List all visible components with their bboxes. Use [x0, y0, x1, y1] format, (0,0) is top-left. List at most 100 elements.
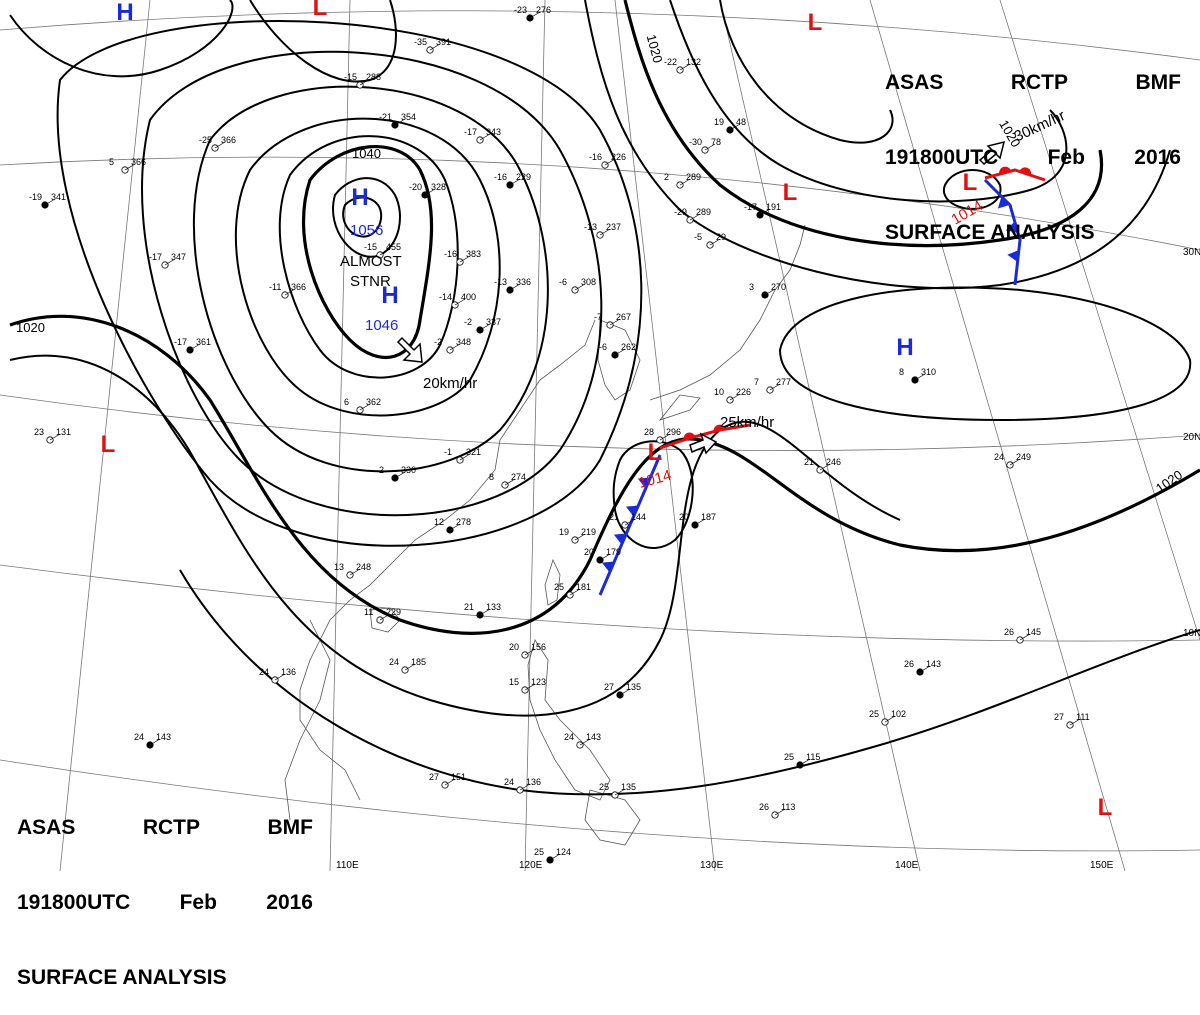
wind-barb	[694, 518, 706, 526]
station-plot: -7 267	[594, 312, 631, 329]
station-pressure: 131	[56, 427, 71, 437]
station-temperature: -30	[689, 137, 702, 147]
wind-barb	[614, 348, 626, 356]
station-pressure: 310	[921, 367, 936, 377]
wind-barb	[404, 663, 416, 671]
isobar-high-east	[778, 286, 1192, 422]
isobar-label: 1040	[352, 146, 381, 161]
station-plot: 27 111	[1054, 712, 1090, 729]
station-plot: -13 336	[494, 277, 531, 294]
station-plot: 24 136	[504, 777, 541, 794]
low-pressure-center: L	[808, 9, 823, 36]
station-pressure: 289	[696, 207, 711, 217]
grid-line-lon-110	[329, 0, 351, 871]
header-code: ASAS	[17, 816, 76, 839]
station-plot: -11 366	[269, 282, 306, 299]
wind-barb	[819, 463, 831, 471]
wind-barb	[454, 298, 466, 306]
wind-barb	[529, 11, 541, 19]
station-temperature: 24	[259, 667, 269, 677]
header-time: 191800UTC	[17, 891, 131, 914]
low-pressure-center: L	[1098, 794, 1113, 821]
isobars	[9, 0, 1200, 796]
wind-barb	[524, 648, 536, 656]
station-plot: 24 143	[564, 732, 601, 749]
cold-front-triangle	[637, 477, 651, 489]
isobar-north-2	[669, 0, 1068, 203]
station-pressure: 151	[451, 772, 466, 782]
wind-barb	[614, 788, 626, 796]
station-plot: 10 226	[714, 387, 751, 404]
station-pressure: 132	[686, 57, 701, 67]
wind-barb	[1009, 458, 1021, 466]
isobar-north-3	[719, 0, 894, 144]
wind-barb	[884, 715, 896, 723]
station-plot: -5 29	[694, 232, 726, 249]
station-temperature: 8	[489, 472, 494, 482]
wind-barb	[659, 433, 671, 441]
station-temperature: 13	[334, 562, 344, 572]
station-pressure: 366	[131, 157, 146, 167]
wind-barb	[284, 288, 296, 296]
station-pressure: 115	[806, 752, 820, 762]
station-plot: 2 330	[379, 465, 416, 482]
isobar-label: 1020	[16, 320, 45, 335]
cold-front-triangle	[601, 561, 615, 573]
station-pressure: 185	[411, 657, 426, 667]
station-plot: 27 151	[429, 772, 466, 789]
wind-barb	[599, 228, 611, 236]
wind-barb	[459, 255, 471, 263]
station-pressure: 308	[581, 277, 596, 287]
wind-barb	[919, 665, 931, 673]
station-temperature: -16	[494, 172, 507, 182]
isobar-1044a	[278, 135, 459, 379]
station-temperature: 27	[604, 682, 614, 692]
station-plot: -1 321	[444, 447, 481, 464]
center-pressure-value: 1056	[350, 222, 383, 239]
low-pressure-center: L	[313, 0, 328, 21]
wind-barb	[729, 393, 741, 401]
station-temperature: 11	[364, 607, 373, 617]
station-temperature: -13	[494, 277, 507, 287]
station-pressure: 336	[516, 277, 531, 287]
station-temperature: 20	[509, 642, 519, 652]
station-pressure: 366	[291, 282, 306, 292]
station-pressure: 179	[606, 547, 621, 557]
station-plot: 2 289	[664, 172, 701, 189]
station-pressure: 229	[516, 172, 531, 182]
station-temperature: 7	[754, 377, 759, 387]
station-pressure: 296	[666, 427, 681, 437]
low-pressure-center: L	[101, 431, 116, 458]
station-temperature: 25	[599, 782, 609, 792]
station-plot: -17 361	[174, 337, 211, 354]
station-pressure: 29	[716, 232, 726, 242]
isobar-1016-ring	[612, 440, 694, 550]
station-pressure: 124	[556, 847, 571, 857]
station-pressure: 321	[466, 447, 481, 457]
station-plot: 13 248	[334, 562, 371, 579]
station-plot: -17 343	[464, 127, 501, 144]
station-pressure: 278	[456, 517, 471, 527]
station-plot: 25 135	[599, 782, 636, 799]
coast-mindanao	[584, 789, 641, 846]
station-temperature: -7	[594, 312, 602, 322]
cold-front-triangle	[1005, 221, 1019, 234]
station-temperature: 28	[644, 427, 654, 437]
station-plot: -20 328	[409, 182, 446, 199]
station-temperature: 5	[109, 157, 114, 167]
station-plot: 20 156	[509, 642, 546, 659]
station-plot: 11 229	[364, 607, 401, 624]
station-plot: -2 337	[464, 317, 501, 334]
wind-barb	[709, 238, 721, 246]
wind-barb	[444, 778, 456, 786]
station-pressure: 270	[771, 282, 786, 292]
station-plot: 26 143	[904, 659, 941, 676]
station-plot: -16 226	[589, 152, 626, 169]
station-pressure: 136	[281, 667, 296, 677]
wind-barb	[274, 673, 286, 681]
station-pressure: 289	[686, 172, 701, 182]
warm-front-semicircle	[713, 424, 726, 432]
station-pressure: 102	[891, 709, 906, 719]
station-plot: 12 278	[434, 517, 471, 534]
station-temperature: 25	[534, 847, 544, 857]
